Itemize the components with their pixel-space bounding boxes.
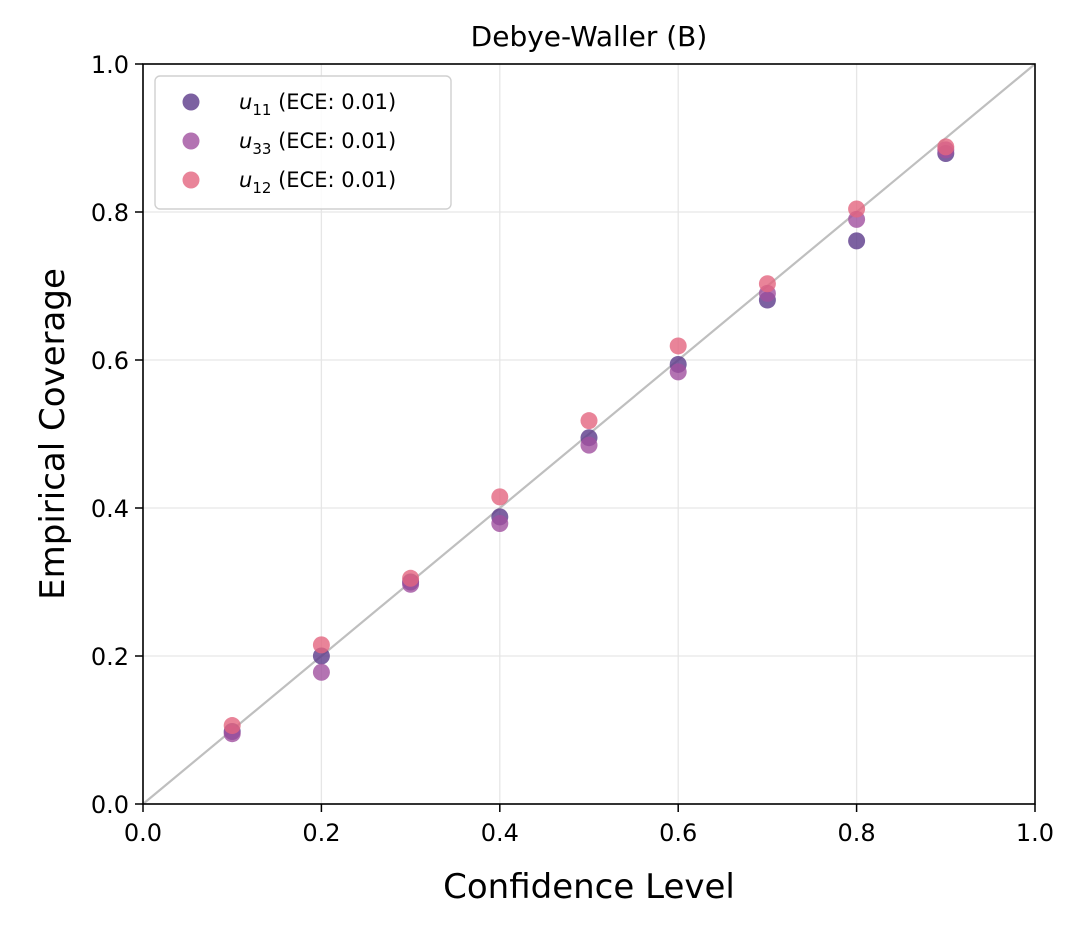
point-u33 <box>580 436 598 454</box>
legend-marker-u33 <box>182 132 200 150</box>
point-u12 <box>937 138 955 156</box>
y-tick-label: 0.4 <box>91 495 129 523</box>
legend-label-u33: u33 (ECE: 0.01) <box>239 129 396 158</box>
plot-frame <box>142 63 1036 805</box>
legend-marker-u12 <box>182 171 200 189</box>
x-tick-label: 0.0 <box>124 819 162 847</box>
legend-label-u12: u12 (ECE: 0.01) <box>239 168 396 197</box>
legend: u11 (ECE: 0.01) u33 (ECE: 0.01) u12 (ECE: … <box>154 75 452 210</box>
y-axis-title: Empirical Coverage <box>33 268 73 600</box>
x-tick-label: 0.6 <box>659 819 697 847</box>
legend-box <box>154 75 452 210</box>
point-u12 <box>580 412 598 430</box>
point-u33 <box>491 515 509 533</box>
x-tick-label: 0.2 <box>302 819 340 847</box>
x-tick-label: 0.4 <box>481 819 519 847</box>
x-axis-title: Confidence Level <box>443 867 735 907</box>
legend-label-u11: u11 (ECE: 0.01) <box>239 90 396 119</box>
point-u12 <box>669 337 687 355</box>
point-u11 <box>848 232 866 250</box>
point-u33 <box>312 663 330 681</box>
y-tick-label: 0.0 <box>91 791 129 819</box>
point-u12 <box>491 488 509 506</box>
point-u33 <box>669 363 687 381</box>
point-u12 <box>402 569 420 587</box>
y-tick-label: 1.0 <box>91 51 129 79</box>
chart-title: Debye-Waller (B) <box>471 20 708 53</box>
data-points <box>223 138 955 743</box>
point-u12 <box>312 636 330 654</box>
point-u12 <box>758 275 776 293</box>
y-tick-label: 0.2 <box>91 643 129 671</box>
y-tick-label: 0.8 <box>91 199 129 227</box>
y-tick-label: 0.6 <box>91 347 129 375</box>
axis-ticks: 0.0 0.2 0.4 0.6 0.8 1.0 0.0 0.2 0.4 0.6 0.8 1.0 <box>91 51 1054 847</box>
x-tick-label: 0.8 <box>838 819 876 847</box>
point-u12 <box>223 717 241 735</box>
point-u12 <box>848 200 866 218</box>
x-tick-label: 1.0 <box>1016 819 1054 847</box>
legend-marker-u11 <box>182 93 200 111</box>
